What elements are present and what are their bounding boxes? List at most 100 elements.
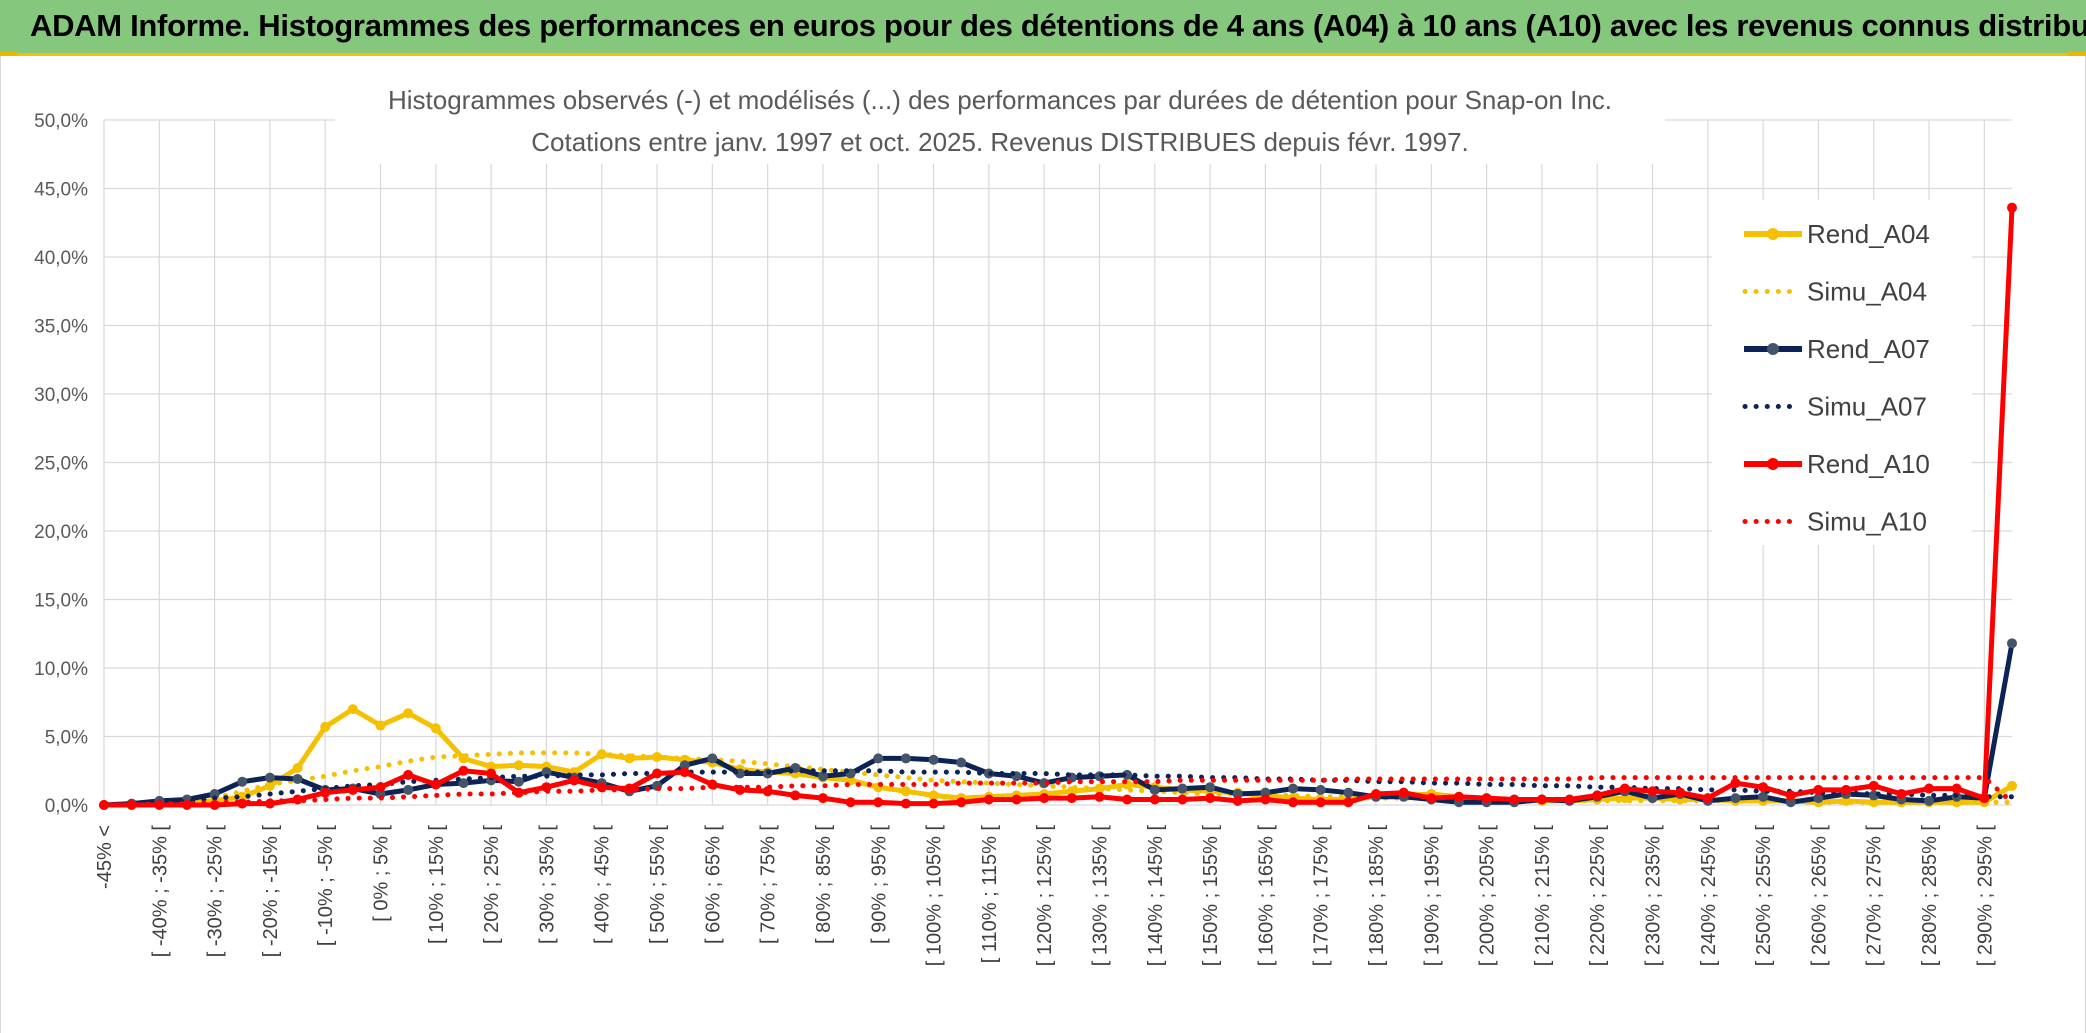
- legend-marker: [1767, 228, 1779, 240]
- data-point: [403, 769, 414, 780]
- data-point: [1868, 780, 1879, 791]
- data-point: [126, 800, 137, 810]
- report-title: ADAM Informe. Histogrammes des performan…: [30, 8, 2086, 43]
- data-point: [1315, 784, 1326, 795]
- data-point: [541, 767, 552, 778]
- data-point: [486, 761, 497, 772]
- data-point: [1177, 783, 1188, 794]
- x-tick-label: [ 280% ; 285% [: [1919, 825, 1941, 967]
- y-axis-ticks: 0,0% 5,0% 10,0% 15,0% 20,0% 25,0% 30,0% 35,0% 40…: [34, 111, 88, 817]
- data-point: [403, 784, 414, 795]
- legend-entry: Simu_A10: [1742, 507, 1927, 537]
- data-point: [1702, 793, 1713, 804]
- data-point: [430, 779, 441, 790]
- legend-label: Simu_A07: [1807, 392, 1927, 422]
- series-line: [101, 750, 2015, 808]
- data-point: [1841, 784, 1852, 795]
- x-tick-label: [ 40% ; 45% [: [592, 825, 614, 944]
- y-tick-label: 45,0%: [34, 180, 88, 201]
- data-point: [956, 757, 967, 768]
- data-point: [1564, 794, 1575, 805]
- data-point: [513, 760, 524, 771]
- series-Simu_A04: [101, 750, 2015, 808]
- y-tick-label: 0,0%: [45, 796, 88, 817]
- data-point: [1232, 795, 1243, 806]
- x-tick-label: [ -10% ; -5% [: [315, 825, 337, 947]
- data-point: [1426, 793, 1437, 804]
- data-point: [1288, 797, 1299, 808]
- data-point: [430, 723, 441, 734]
- x-tick-label: [ 20% ; 25% [: [481, 825, 503, 944]
- y-tick-label: 30,0%: [34, 385, 88, 406]
- data-point: [1122, 769, 1133, 780]
- y-tick-label: 15,0%: [34, 591, 88, 612]
- data-point: [292, 794, 303, 805]
- data-point: [1481, 793, 1492, 804]
- data-point: [2007, 638, 2017, 649]
- y-tick-label: 40,0%: [34, 248, 88, 269]
- data-point: [1758, 782, 1769, 793]
- y-tick-label: 5,0%: [45, 728, 88, 749]
- x-tick-label: [ 220% ; 225% [: [1587, 825, 1609, 967]
- data-point: [817, 793, 828, 804]
- data-point: [347, 784, 358, 795]
- data-point: [292, 763, 303, 774]
- series-Rend_A10: [99, 202, 2017, 810]
- data-point: [375, 720, 386, 731]
- data-point: [486, 768, 497, 779]
- data-point: [375, 782, 386, 793]
- data-point: [513, 787, 524, 798]
- data-point: [1288, 783, 1299, 794]
- data-point: [1647, 786, 1658, 797]
- data-point: [1039, 793, 1050, 804]
- x-tick-label: [ 180% ; 185% [: [1366, 825, 1388, 967]
- data-point: [1453, 791, 1464, 802]
- data-point: [1094, 791, 1105, 802]
- report-header: ADAM Informe. Histogrammes des performan…: [0, 0, 2086, 56]
- data-point: [900, 798, 911, 809]
- x-tick-label: [ 100% ; 105% [: [924, 825, 946, 967]
- data-point: [264, 772, 275, 783]
- x-tick-label: [ 10% ; 15% [: [426, 825, 448, 944]
- x-tick-label: [ 230% ; 235% [: [1643, 825, 1665, 967]
- data-point: [1232, 789, 1243, 800]
- chart-subtitle: Cotations entre janv. 1997 et oct. 2025.…: [531, 127, 1469, 157]
- x-tick-label: [ -20% ; -15% [: [260, 825, 282, 958]
- x-axis-ticks: -45% < [ -40% ; -35% [[ -30% ; -25% [[ -2…: [94, 825, 1996, 967]
- data-point: [817, 771, 828, 782]
- data-point: [790, 790, 801, 801]
- legend-label: Rend_A10: [1807, 449, 1930, 479]
- legend-entry: Rend_A04: [1744, 219, 1930, 249]
- data-point: [1619, 783, 1630, 794]
- data-point: [900, 753, 911, 764]
- data-point: [1896, 789, 1907, 800]
- x-tick-label: [ 70% ; 75% [: [758, 825, 780, 944]
- data-point: [1730, 793, 1741, 804]
- data-point: [347, 704, 358, 715]
- data-point: [2007, 780, 2017, 791]
- data-point: [1260, 787, 1271, 798]
- data-point: [1205, 782, 1216, 793]
- data-point: [1758, 791, 1769, 802]
- data-point: [320, 721, 331, 732]
- series-line: [101, 768, 2015, 808]
- x-tick-label: [ 30% ; 35% [: [536, 825, 558, 944]
- data-point: [1260, 794, 1271, 805]
- data-point: [2007, 202, 2017, 213]
- data-point: [1343, 797, 1354, 808]
- data-point: [1315, 797, 1326, 808]
- data-point: [928, 798, 939, 809]
- data-point: [679, 767, 690, 778]
- data-point: [569, 775, 580, 786]
- data-point: [1177, 794, 1188, 805]
- y-tick-label: 50,0%: [34, 111, 88, 132]
- title-background: [335, 80, 1665, 164]
- data-point: [1951, 783, 1962, 794]
- data-point: [845, 797, 856, 808]
- x-tick-label: [ 240% ; 245% [: [1698, 825, 1720, 967]
- series-line: [101, 775, 2015, 808]
- data-point: [458, 778, 469, 789]
- x-tick-label: [ 270% ; 275% [: [1864, 825, 1886, 967]
- legend-label: Rend_A04: [1807, 219, 1930, 249]
- y-tick-label: 20,0%: [34, 522, 88, 543]
